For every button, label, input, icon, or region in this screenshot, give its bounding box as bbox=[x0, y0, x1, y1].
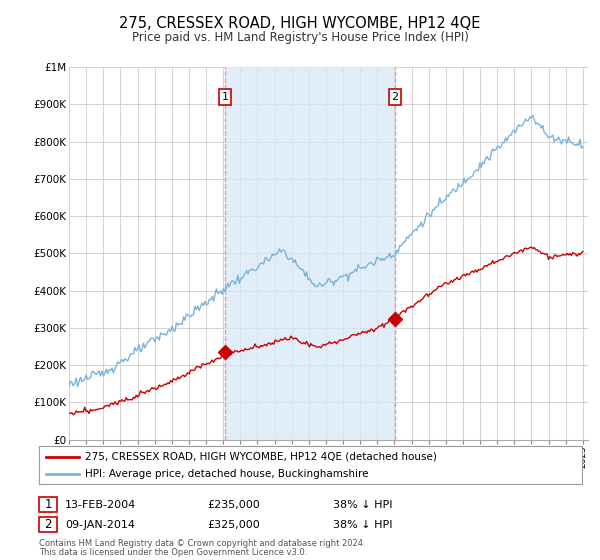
Text: HPI: Average price, detached house, Buckinghamshire: HPI: Average price, detached house, Buck… bbox=[85, 469, 368, 479]
Text: Contains HM Land Registry data © Crown copyright and database right 2024.: Contains HM Land Registry data © Crown c… bbox=[39, 539, 365, 548]
Text: Price paid vs. HM Land Registry's House Price Index (HPI): Price paid vs. HM Land Registry's House … bbox=[131, 31, 469, 44]
Bar bbox=[225, 67, 395, 440]
Text: 1: 1 bbox=[222, 92, 229, 102]
Text: 38% ↓ HPI: 38% ↓ HPI bbox=[333, 520, 392, 530]
Text: £325,000: £325,000 bbox=[207, 520, 260, 530]
Text: 275, CRESSEX ROAD, HIGH WYCOMBE, HP12 4QE (detached house): 275, CRESSEX ROAD, HIGH WYCOMBE, HP12 4Q… bbox=[85, 452, 437, 462]
Text: 38% ↓ HPI: 38% ↓ HPI bbox=[333, 500, 392, 510]
Text: 275, CRESSEX ROAD, HIGH WYCOMBE, HP12 4QE: 275, CRESSEX ROAD, HIGH WYCOMBE, HP12 4Q… bbox=[119, 16, 481, 31]
Text: 13-FEB-2004: 13-FEB-2004 bbox=[65, 500, 136, 510]
Text: 1: 1 bbox=[44, 498, 52, 511]
Text: £235,000: £235,000 bbox=[207, 500, 260, 510]
Text: 2: 2 bbox=[391, 92, 398, 102]
Text: This data is licensed under the Open Government Licence v3.0.: This data is licensed under the Open Gov… bbox=[39, 548, 307, 557]
Text: 09-JAN-2014: 09-JAN-2014 bbox=[65, 520, 135, 530]
Text: 2: 2 bbox=[44, 518, 52, 531]
